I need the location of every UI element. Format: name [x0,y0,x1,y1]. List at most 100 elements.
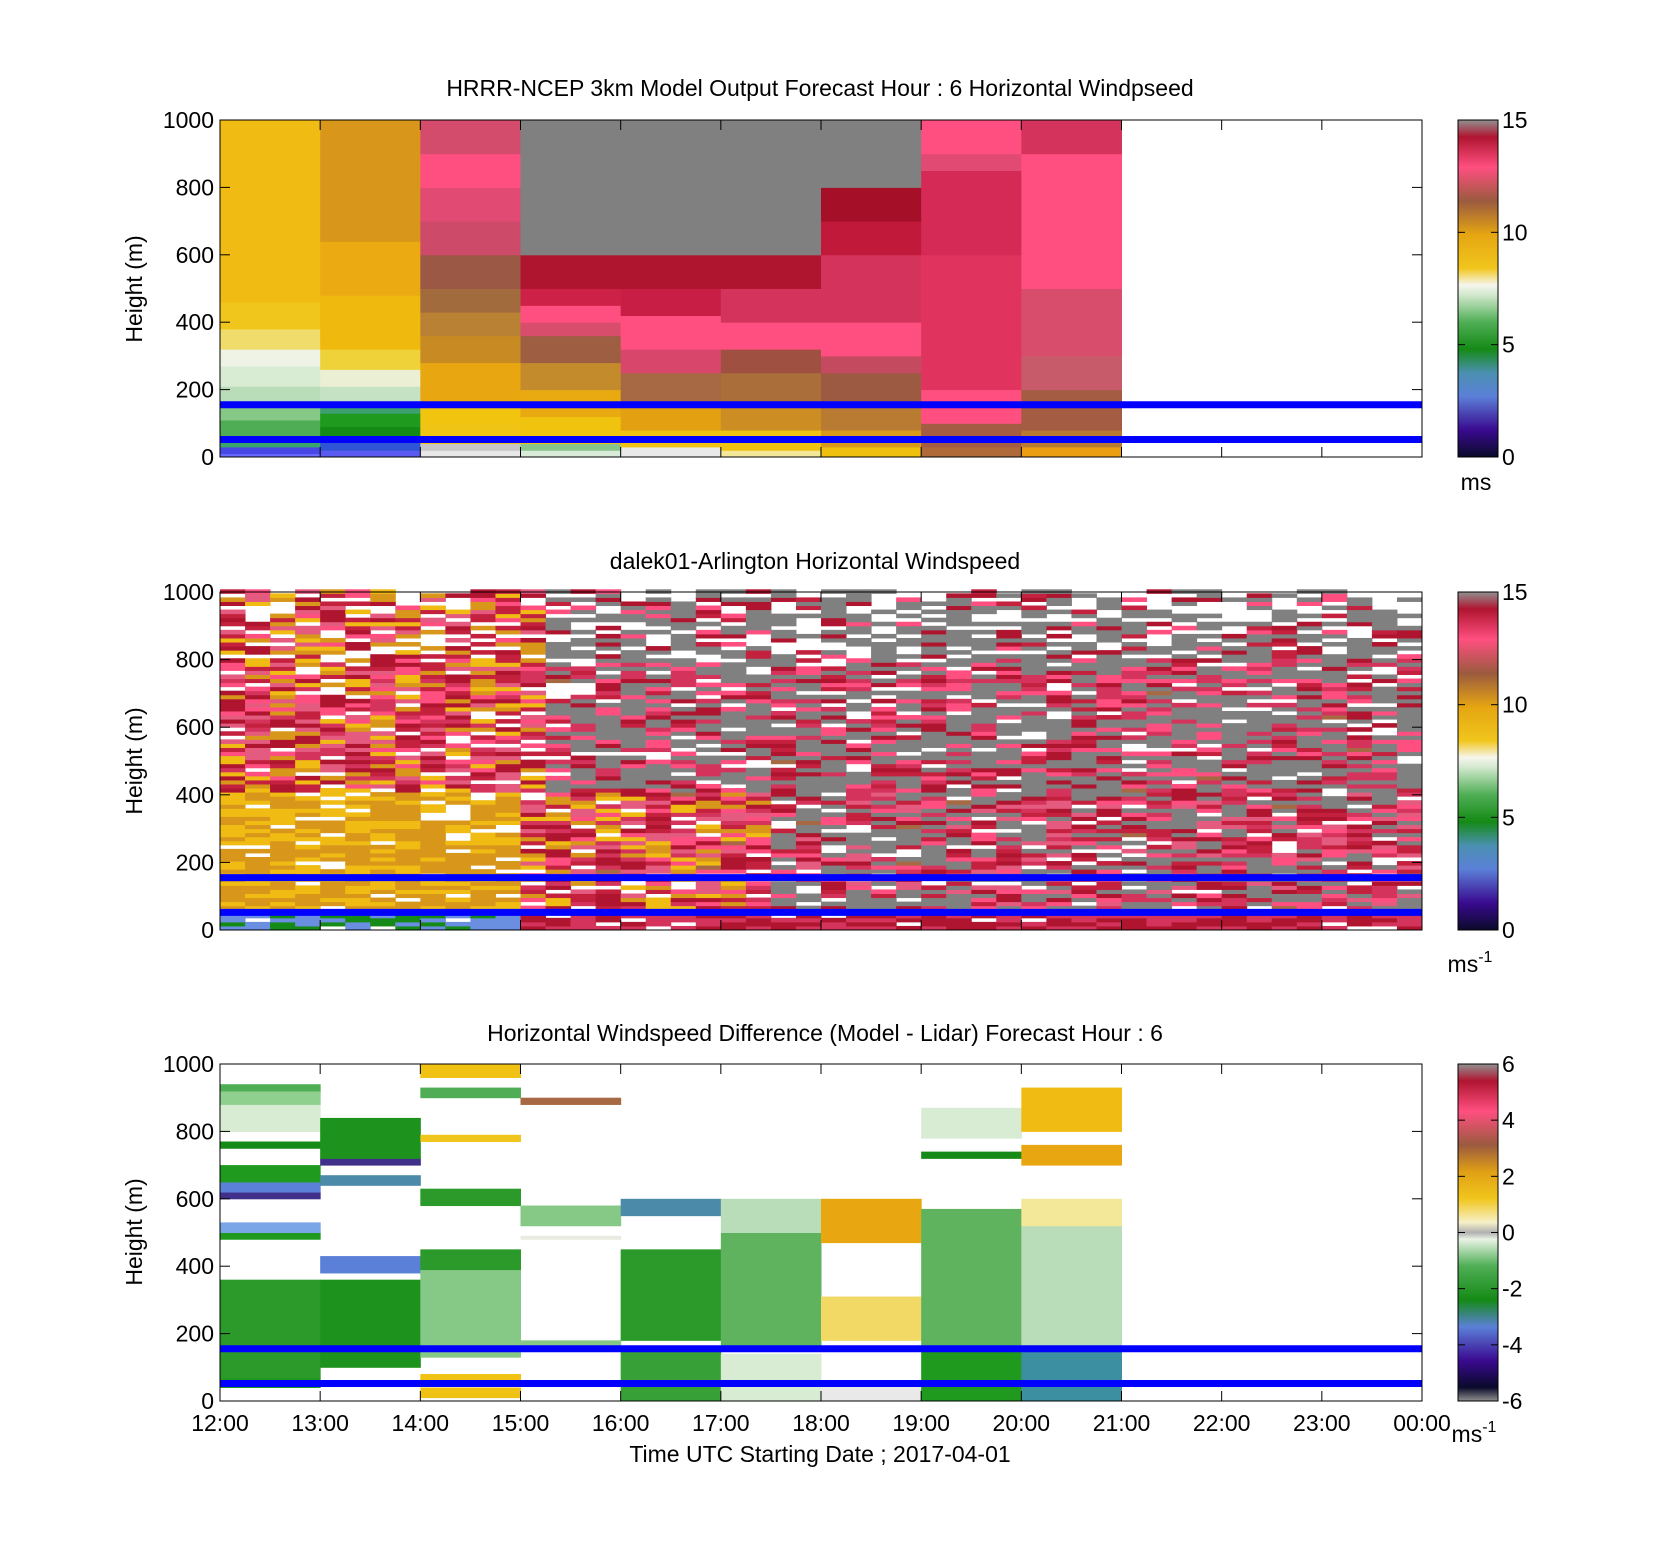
heatmap-cell [1396,808,1423,813]
heatmap-cell [1121,783,1148,789]
heatmap-cell [1046,925,1072,931]
heatmap-cell [345,609,371,615]
heatmap-cell [645,690,672,696]
heatmap-cell [445,759,471,765]
heatmap-cell [570,710,597,716]
heatmap-cell [1196,788,1223,793]
heatmap-cell [946,727,972,732]
heatmap-cell [645,609,672,615]
heatmap-cell [345,735,371,740]
heatmap-cell [220,747,246,753]
heatmap-cell [821,682,847,688]
heatmap-cell [1346,698,1373,704]
heatmap-cell [295,893,321,899]
heatmap-cell [1146,796,1173,801]
heatmap-cell [1346,690,1373,696]
heatmap-cell [971,702,997,708]
heatmap-cell [345,702,371,708]
heatmap-cell [1121,678,1148,684]
heatmap-cell [1371,625,1398,631]
heatmap-cell [395,654,421,659]
heatmap-cell [1196,917,1223,923]
heatmap-cell [921,1208,1022,1348]
heatmap-cell [1146,885,1173,890]
heatmap-cell [1096,759,1122,765]
heatmap-cell [695,621,722,627]
heatmap-cell [645,617,672,623]
heatmap-cell [996,706,1022,712]
heatmap-cell [470,658,496,663]
heatmap-cell [871,654,897,659]
y-tick-label: 800 [176,174,214,200]
heatmap-cell [445,828,471,834]
heatmap-cell [295,674,321,680]
heatmap-cell [1021,597,1047,602]
heatmap-cell [1296,662,1323,667]
heatmap-cell [445,779,471,785]
heatmap-cell [295,804,321,809]
heatmap-cell [1396,597,1423,602]
heatmap-cell [996,715,1022,720]
heatmap-cell [420,743,446,748]
heatmap-cell [795,848,822,854]
heatmap-cell [670,775,697,781]
heatmap-cell [445,650,471,655]
heatmap-cell [295,848,321,854]
heatmap-cell [795,897,822,903]
heatmap-cell [996,731,1022,736]
heatmap-cell [821,893,847,899]
heatmap-cell [1321,913,1348,919]
heatmap-cell [1021,593,1047,598]
heatmap-cell [1296,731,1323,736]
heatmap-cell [370,706,396,712]
heatmap-cell [545,824,572,830]
heatmap-cell [871,856,897,862]
heatmap-cell [896,694,922,700]
heatmap-cell [545,763,572,769]
heatmap-cell [695,666,722,671]
heatmap-cell [871,897,897,903]
heatmap-cell [921,889,947,894]
heatmap-cell [420,1188,521,1207]
heatmap-cell [445,686,471,692]
heatmap-cell [720,662,747,667]
heatmap-cell [921,670,947,675]
heatmap-cell [345,889,371,894]
heatmap-cell [320,917,346,923]
heatmap-cell [545,629,572,635]
heatmap-cell [1371,913,1398,919]
heatmap-cell [996,666,1022,671]
heatmap-cell [395,824,421,830]
heatmap-cell [1121,897,1148,903]
heatmap-cell [670,690,697,696]
heatmap-cell [495,654,521,659]
heatmap-cell [420,917,446,923]
heatmap-cell [545,731,572,736]
heatmap-cell [645,783,672,789]
heatmap-cell [245,921,271,927]
heatmap-cell [871,828,897,834]
heatmap-cell [871,690,897,696]
heatmap-cell [520,674,547,680]
heatmap-cell [395,836,421,842]
heatmap-cell [921,788,947,793]
heatmap-cell [270,828,296,834]
heatmap-cell [670,751,697,757]
heatmap-cell [1271,828,1298,834]
heatmap-cell [1196,763,1223,769]
heatmap-cell [595,852,622,858]
heatmap-cell [695,925,722,931]
heatmap-cell [1321,836,1348,842]
heatmap-cell [595,637,622,643]
heatmap-cell [846,812,872,817]
heatmap-cell [395,848,421,854]
heatmap-cell [445,706,471,712]
heatmap-cell [745,828,772,834]
heatmap-cell [545,804,572,809]
heatmap-cell [1146,767,1173,773]
heatmap-cell [1146,775,1173,781]
heatmap-cell [270,808,296,813]
heatmap-cell [1096,633,1122,639]
heatmap-cell [921,767,947,773]
heatmap-cell [971,621,997,627]
